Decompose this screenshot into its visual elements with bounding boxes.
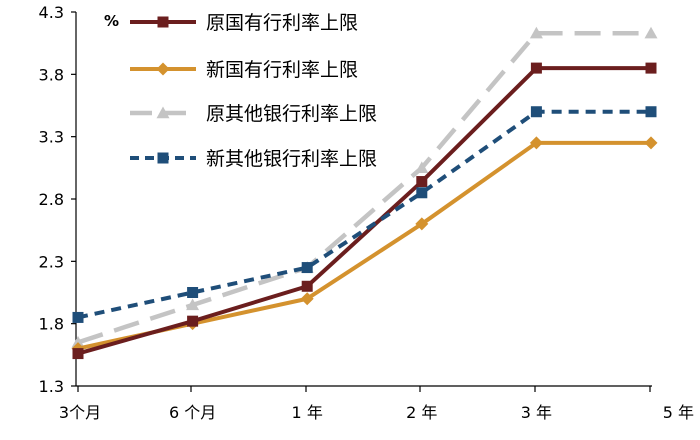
data-point [186,298,200,311]
data-point [72,311,84,323]
x-ticks: 3个月 6 个月 1 年 2 年 3 年 5 年 [59,386,694,422]
data-point [156,106,170,119]
legend-label: 原其他银行利率上限 [206,103,377,125]
x-tick-label: 6 个月 [169,403,216,422]
data-point [530,106,542,118]
data-point [300,292,314,306]
legend-item: 新国有行利率上限 [130,59,358,81]
legend-item: 原其他银行利率上限 [130,103,377,125]
x-tick-label: 5 年 [663,403,694,422]
y-tick-label: 1.8 [39,315,64,334]
x-tick-label: 2 年 [406,403,437,422]
data-point [301,280,313,292]
series-3 [71,26,658,348]
x-tick-label: 3 年 [521,403,552,422]
legend-label: 新国有行利率上限 [206,59,358,81]
y-ticks: 1.3 1.8 2.3 2.8 3.3 3.8 4.3 [39,3,76,396]
series-line [77,109,651,320]
series-line [77,140,651,351]
legend-label: 新其他银行利率上限 [206,148,377,170]
series-1 [72,62,657,360]
data-point [529,26,543,39]
data-point [156,62,170,76]
y-tick-label: 4.3 [39,3,64,22]
series-4 [72,106,657,323]
legend-item: 原国有行利率上限 [130,12,358,34]
data-point [187,315,199,327]
y-tick-label: 1.3 [39,377,64,396]
data-point [157,16,169,28]
series-lines [71,26,658,360]
data-point [301,262,313,274]
series-line [77,66,651,356]
data-point [416,176,428,188]
y-unit-label: % [104,12,119,30]
legend-item: 新其他银行利率上限 [130,148,377,170]
data-point [644,136,658,150]
data-point [644,26,658,39]
y-tick-label: 3.3 [39,128,64,147]
data-point [645,62,657,74]
x-tick-label: 3个月 [59,403,101,422]
x-tick-label: 1 年 [292,403,323,422]
legend-label: 原国有行利率上限 [206,12,358,34]
y-tick-label: 2.3 [39,252,64,271]
y-tick-label: 2.8 [39,190,64,209]
data-point [645,106,657,118]
y-tick-label: 3.8 [39,65,64,84]
data-point [187,287,199,298]
data-point [415,161,429,174]
series-line [77,30,651,345]
data-point [72,348,84,360]
data-point [415,217,429,231]
data-point [529,136,543,150]
data-point [157,152,169,164]
data-point [416,187,428,199]
data-point [71,335,85,348]
data-point [530,62,542,74]
